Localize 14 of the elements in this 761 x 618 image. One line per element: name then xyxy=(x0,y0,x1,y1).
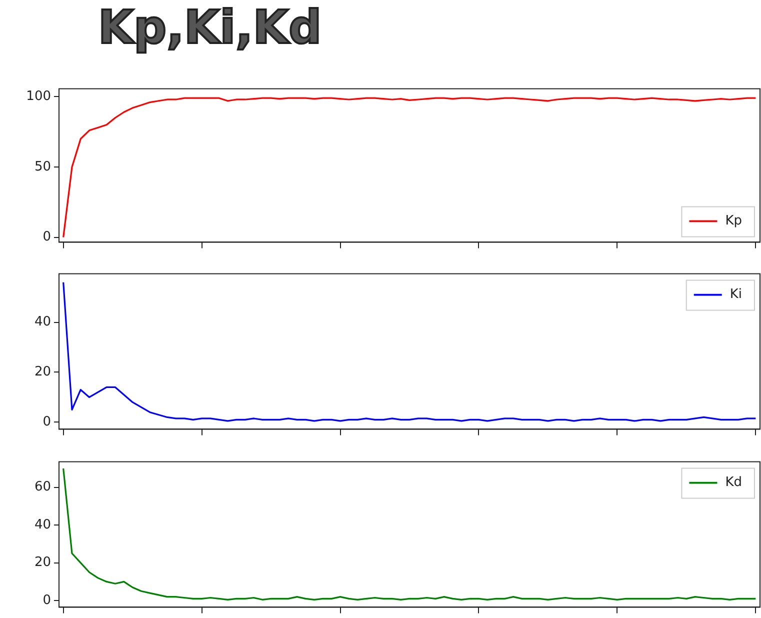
y-tick-label: 0 xyxy=(42,592,51,608)
legend-label: Kp xyxy=(725,214,742,229)
legend-label: Kd xyxy=(725,475,742,490)
y-tick-label: 20 xyxy=(34,364,51,380)
y-tick-label: 40 xyxy=(34,314,51,330)
chart-title: Kp,Ki,Kd xyxy=(98,0,322,54)
y-tick-label: 20 xyxy=(34,555,51,570)
y-tick-label: 50 xyxy=(34,159,51,174)
y-tick-label: 40 xyxy=(34,517,51,532)
y-tick-label: 100 xyxy=(26,89,51,104)
y-tick-label: 60 xyxy=(34,480,51,495)
legend-label: Ki xyxy=(730,287,742,302)
y-tick-label: 0 xyxy=(42,230,51,245)
y-tick-label: 0 xyxy=(42,414,51,430)
